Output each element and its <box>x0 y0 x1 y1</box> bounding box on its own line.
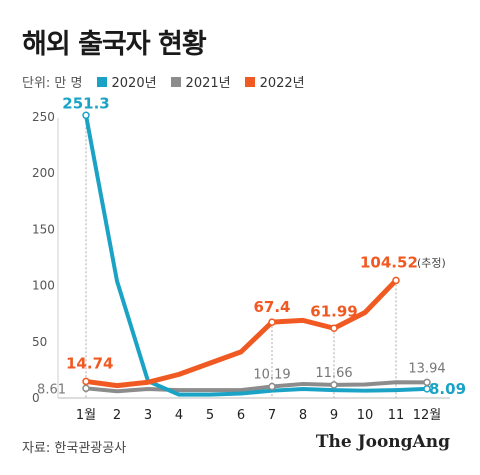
point-marker-2021년-12 <box>423 378 431 387</box>
y-tick-100: 100 <box>32 279 55 293</box>
y-tick-200: 200 <box>32 166 55 180</box>
legend-swatch-2021 <box>170 76 181 87</box>
x-tick-9: 9 <box>330 408 338 423</box>
legend-item-2021: 2021년 <box>170 72 231 91</box>
legend-label-2022: 2022년 <box>259 76 305 91</box>
x-tick-2: 2 <box>113 408 121 423</box>
data-label-2021년-12: 13.94 <box>408 361 445 376</box>
point-marker-2022년-1 <box>82 377 90 386</box>
x-tick-11: 11 <box>388 408 405 423</box>
data-label-2021년-9: 11.66 <box>315 366 352 381</box>
x-tick-4: 4 <box>175 408 183 423</box>
legend-label-2021: 2021년 <box>185 76 231 91</box>
unit-label: 단위: 만 명 <box>22 76 83 91</box>
data-label-2021년-7: 10.19 <box>253 368 290 383</box>
x-tick-6: 6 <box>237 408 245 423</box>
data-label-2020년-12: 8.09 <box>429 380 466 398</box>
series-line-2021년 <box>84 380 429 394</box>
data-label-2022년-7: 67.4 <box>253 298 290 316</box>
point-marker-2021년-7 <box>268 382 276 391</box>
point-marker-2021년-9 <box>330 381 338 389</box>
chart-title: 해외 출국자 현황 <box>22 29 207 60</box>
data-label-2021년-1: 8.61 <box>37 382 66 397</box>
point-marker-2021년-1 <box>82 384 90 393</box>
series-line-2022년 <box>83 277 399 389</box>
legend-swatch-2020 <box>96 76 107 87</box>
point-marker-2022년-9 <box>330 324 338 333</box>
data-label-2022년-1: 14.74 <box>66 354 113 372</box>
x-tick-7: 7 <box>268 408 276 423</box>
data-label-2022년-11: 104.52 <box>360 253 418 271</box>
point-marker-2020년-1 <box>82 111 90 120</box>
legend-swatch-2022 <box>244 76 255 87</box>
brand-logo: The JoongAng <box>315 432 450 452</box>
legend-item-2020: 2020년 <box>96 72 157 91</box>
y-tick-0: 0 <box>32 391 40 405</box>
source-note: 자료: 한국관광공사 <box>22 441 127 456</box>
x-tick-10: 10 <box>357 408 374 423</box>
point-marker-2022년-7 <box>268 318 276 326</box>
point-marker-2022년-11 <box>392 276 400 285</box>
series-line-2020년 <box>84 113 429 397</box>
legend-item-2022: 2022년 <box>244 72 305 91</box>
y-tick-150: 150 <box>32 222 55 236</box>
y-tick-50: 50 <box>32 335 47 349</box>
x-tick-12: 12월 <box>413 408 442 423</box>
x-tick-1: 1월 <box>76 408 96 423</box>
y-tick-250: 250 <box>32 110 55 124</box>
data-label-2020년-1: 251.3 <box>62 94 109 112</box>
legend-label-2020: 2020년 <box>111 76 157 91</box>
annotation-estimate: (추정) <box>417 256 446 269</box>
x-tick-5: 5 <box>206 408 214 423</box>
legend: 단위: 만 명 2020년 2021년 2022년 <box>22 72 319 91</box>
x-tick-8: 8 <box>299 408 307 423</box>
data-label-2022년-9: 61.99 <box>310 302 357 320</box>
x-tick-3: 3 <box>144 408 152 423</box>
